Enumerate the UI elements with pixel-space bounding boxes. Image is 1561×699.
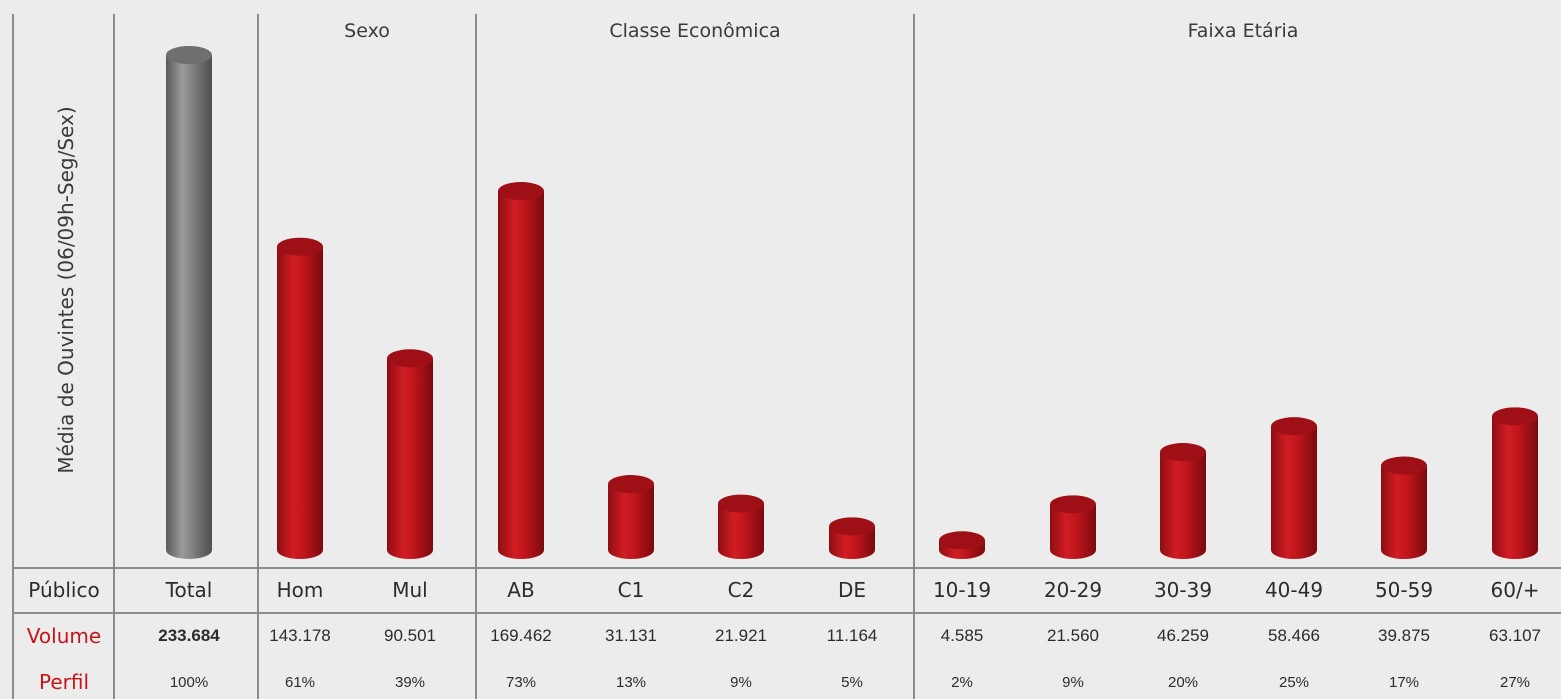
perfil-value-30-39: 20% bbox=[1167, 674, 1199, 691]
category-label-60/+: 60/+ bbox=[1490, 578, 1540, 602]
bar-body-30-39 bbox=[1160, 452, 1206, 559]
volume-value-C1: 31.131 bbox=[605, 626, 657, 645]
bar-cap-60/+ bbox=[1492, 407, 1538, 426]
volume-value-DE: 11.164 bbox=[826, 626, 878, 645]
volume-value-Mul: 90.501 bbox=[384, 626, 436, 645]
row-label-volume: Volume bbox=[26, 624, 102, 648]
perfil-value-Total: 100% bbox=[169, 674, 209, 691]
perfil-value-C1: 13% bbox=[615, 674, 647, 691]
bar-20-29 bbox=[1050, 495, 1096, 559]
bar-cap-C2 bbox=[718, 494, 764, 513]
bar-Mul bbox=[387, 349, 433, 559]
category-label-20-29: 20-29 bbox=[1043, 578, 1103, 602]
category-label-50-59: 50-59 bbox=[1374, 578, 1434, 602]
volume-value-10-19: 4.585 bbox=[940, 626, 984, 645]
volume-value-40-49: 58.466 bbox=[1268, 626, 1320, 645]
bar-body-Hom bbox=[277, 246, 323, 559]
bar-body-50-59 bbox=[1381, 465, 1427, 559]
perfil-value-40-49: 25% bbox=[1278, 674, 1310, 691]
category-label-C2: C2 bbox=[727, 578, 755, 602]
perfil-value-20-29: 9% bbox=[1062, 674, 1084, 691]
bar-body-40-49 bbox=[1271, 426, 1317, 559]
volume-value-Hom: 143.178 bbox=[269, 626, 331, 645]
perfil-value-Mul: 39% bbox=[394, 674, 426, 691]
group-title-2: Classe Econômica bbox=[609, 20, 781, 42]
group-title-1: Sexo bbox=[344, 20, 390, 42]
perfil-value-10-19: 2% bbox=[951, 674, 973, 691]
category-label-DE: DE bbox=[837, 578, 867, 602]
category-label-Mul: Mul bbox=[392, 578, 428, 602]
bar-Hom bbox=[277, 237, 323, 559]
bar-C1 bbox=[608, 475, 654, 559]
bar-body-C1 bbox=[608, 484, 654, 559]
perfil-value-60/+: 27% bbox=[1499, 674, 1531, 691]
perfil-value-50-59: 17% bbox=[1388, 674, 1420, 691]
category-label-C1: C1 bbox=[617, 578, 645, 602]
bar-body-Mul bbox=[387, 358, 433, 559]
bar-DE bbox=[829, 517, 875, 559]
bar-Total bbox=[166, 46, 212, 559]
perfil-value-AB: 73% bbox=[505, 674, 537, 691]
volume-value-20-29: 21.560 bbox=[1047, 626, 1099, 645]
category-label-30-39: 30-39 bbox=[1153, 578, 1213, 602]
bar-50-59 bbox=[1381, 456, 1427, 559]
bar-body-DE bbox=[829, 526, 875, 559]
bar-cap-Mul bbox=[387, 349, 433, 368]
bar-C2 bbox=[718, 494, 764, 559]
bar-40-49 bbox=[1271, 417, 1317, 559]
perfil-value-DE: 5% bbox=[841, 674, 863, 691]
volume-value-50-59: 39.875 bbox=[1378, 626, 1430, 645]
table-grid-lines bbox=[12, 14, 1561, 699]
category-label-Total: Total bbox=[165, 578, 213, 602]
bar-body-AB bbox=[498, 191, 544, 559]
row-label-perfil: Perfil bbox=[38, 670, 90, 694]
category-label-Hom: Hom bbox=[276, 578, 324, 602]
bar-cap-Hom bbox=[277, 237, 323, 256]
bar-10-19 bbox=[939, 531, 985, 559]
category-label-10-19: 10-19 bbox=[932, 578, 992, 602]
perfil-value-C2: 9% bbox=[730, 674, 752, 691]
bar-body-60/+ bbox=[1492, 416, 1538, 559]
bar-cap-20-29 bbox=[1050, 495, 1096, 514]
bar-body-20-29 bbox=[1050, 504, 1096, 559]
bar-cap-Total bbox=[166, 46, 212, 64]
category-label-40-49: 40-49 bbox=[1264, 578, 1324, 602]
bar-cap-DE bbox=[829, 517, 875, 536]
volume-value-30-39: 46.259 bbox=[1157, 626, 1209, 645]
y-axis-label: Média de Ouvintes (06/09h-Seg/Sex) bbox=[54, 106, 78, 474]
bars-layer bbox=[166, 46, 1538, 559]
bar-30-39 bbox=[1160, 443, 1206, 559]
perfil-value-Hom: 61% bbox=[284, 674, 316, 691]
bar-body-Total bbox=[166, 55, 212, 559]
bar-60/+ bbox=[1492, 407, 1538, 559]
bar-cap-C1 bbox=[608, 475, 654, 494]
bar-cap-AB bbox=[498, 182, 544, 201]
bar-cap-50-59 bbox=[1381, 456, 1427, 475]
bar-cap-10-19 bbox=[939, 531, 985, 550]
category-label-AB: AB bbox=[507, 578, 535, 602]
bar-body-C2 bbox=[718, 503, 764, 559]
bar-AB bbox=[498, 182, 544, 559]
volume-value-60/+: 63.107 bbox=[1489, 626, 1541, 645]
row-label-publico: Público bbox=[28, 578, 100, 602]
group-title-3: Faixa Etária bbox=[1187, 20, 1299, 42]
volume-value-Total: 233.684 bbox=[158, 626, 220, 645]
bar-cap-40-49 bbox=[1271, 417, 1317, 436]
volume-value-AB: 169.462 bbox=[490, 626, 552, 645]
volume-value-C2: 21.921 bbox=[715, 626, 767, 645]
bar-cap-30-39 bbox=[1160, 443, 1206, 462]
